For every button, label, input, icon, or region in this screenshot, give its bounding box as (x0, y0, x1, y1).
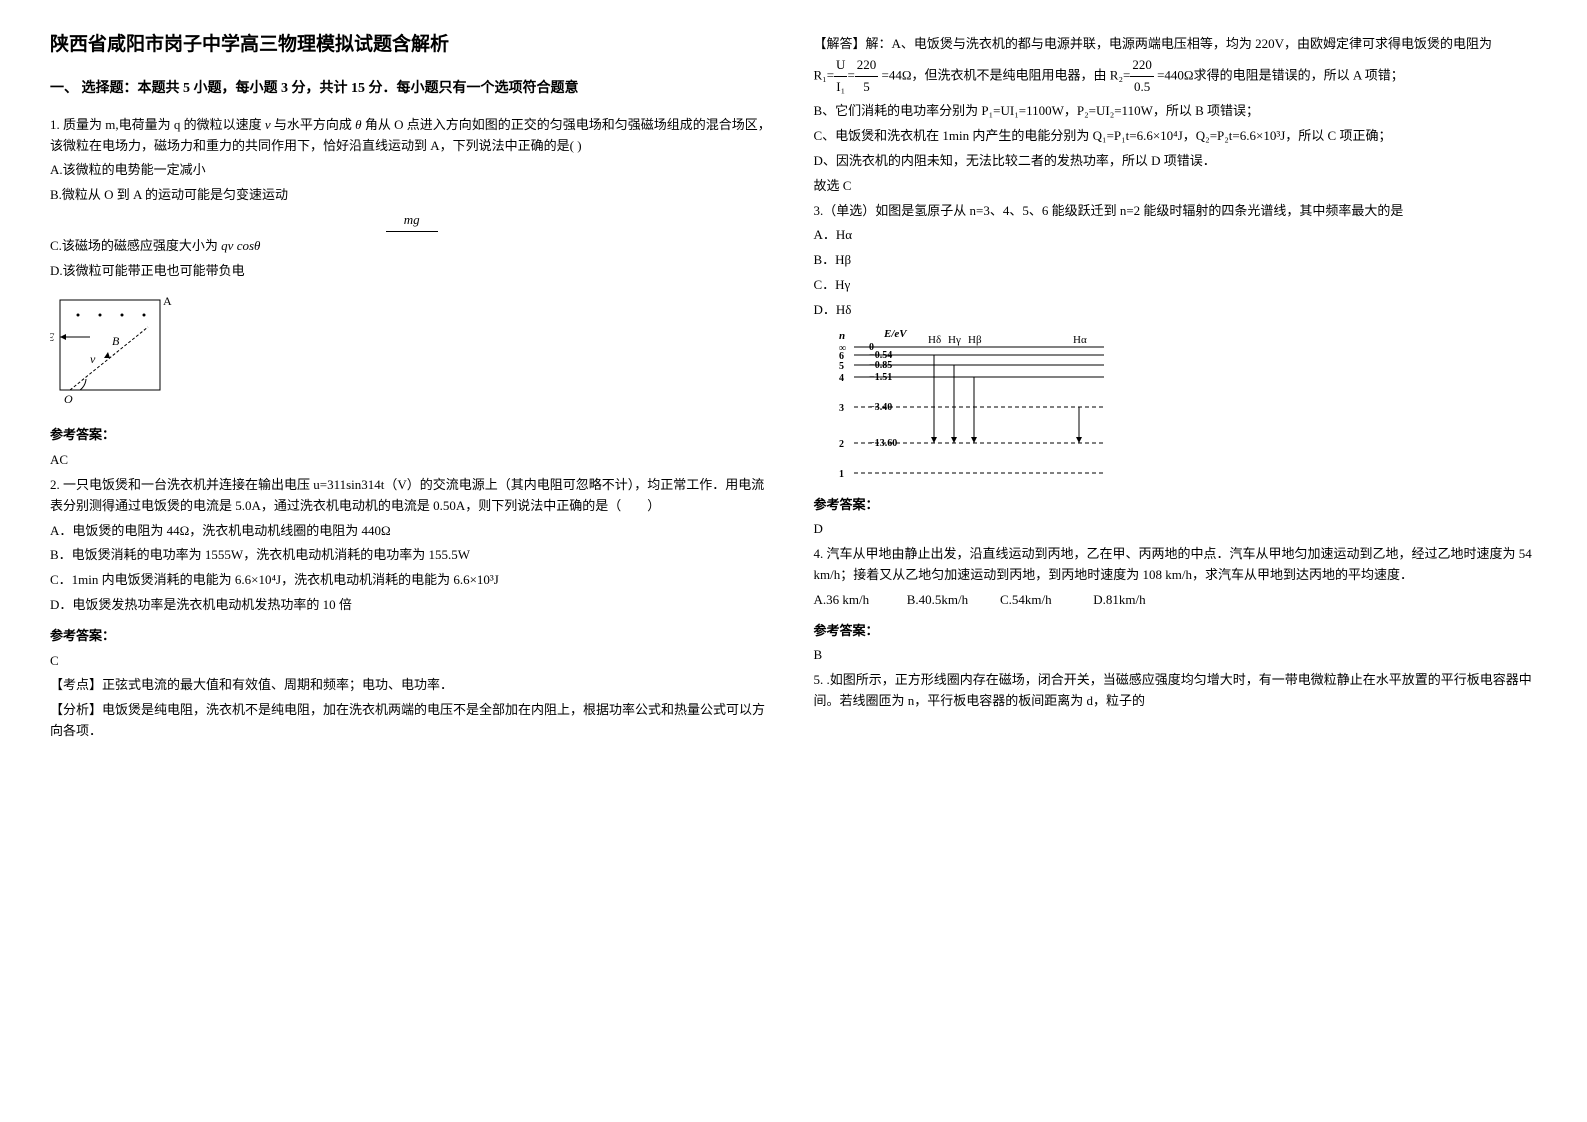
q4-optB: B.40.5km/h (907, 590, 997, 611)
a2-ans: C (50, 651, 774, 672)
question-4: 4. 汽车从甲地由静止出发，沿直线运动到丙地，乙在甲、丙两地的中点．汽车从甲地匀… (814, 544, 1538, 610)
q4-optD: D.81km/h (1093, 590, 1183, 611)
q1-text: 与水平方向成 (274, 117, 352, 132)
svg-text:n: n (839, 330, 845, 342)
svg-text:−0.85: −0.85 (869, 360, 892, 371)
q1-optD: D.该微粒可能带正电也可能带负电 (50, 261, 774, 282)
q4-optA: A.36 km/h (814, 590, 904, 611)
a2-p4: B、它们消耗的电功率分别为 P₁=UI₁=1100W，P₂=UI₂=110W，所… (814, 101, 1538, 122)
q4-optC: C.54km/h (1000, 590, 1090, 611)
question-5: 5. .如图所示，正方形线圈内存在磁场，闭合开关，当磁感应强度均匀增大时，有一带… (814, 670, 1538, 712)
page-title: 陕西省咸阳市岗子中学高三物理模拟试题含解析 (50, 30, 774, 60)
labelE: E (50, 330, 55, 344)
a4-ans: B (814, 645, 1538, 666)
labelO: O (64, 392, 73, 406)
a2-p7: 故选 C (814, 176, 1538, 197)
q2-stem: 2. 一只电饭煲和一台洗衣机并连接在输出电压 u=311sin314t（V）的交… (50, 475, 774, 517)
q2-optB: B．电饭煲消耗的电功率为 1555W，洗衣机电动机消耗的电功率为 155.5W (50, 545, 774, 566)
a3-ans: D (814, 519, 1538, 540)
q2-optD: D．电饭煲发热功率是洗衣机电动机发热功率的 10 倍 (50, 595, 774, 616)
q3-optB: B．Hβ (814, 250, 1538, 271)
svg-text:Hα: Hα (1073, 334, 1087, 346)
svg-text:4: 4 (839, 373, 844, 384)
r1-formula: R₁=UI₁=2205 (814, 55, 879, 98)
section-heading: 一、 选择题：本题共 5 小题，每小题 3 分，共计 15 分．每小题只有一个选… (50, 78, 774, 100)
q1-text: 1. 质量为 m,电荷量为 q 的微粒以速度 (50, 117, 262, 132)
q1-optA: A.该微粒的电势能一定减小 (50, 160, 774, 181)
answer-label: 参考答案： (814, 495, 1538, 516)
q1-diagram: A B E v O (50, 285, 180, 415)
svg-text:Hβ: Hβ (968, 334, 982, 346)
q3-stem: 3.（单选）如图是氢原子从 n=3、4、5、6 能级跃迁到 n=2 能级时辐射的… (814, 201, 1538, 222)
labelV: v (90, 352, 96, 366)
svg-text:Hγ: Hγ (948, 334, 961, 346)
answer-label: 参考答案： (50, 425, 774, 446)
q1-optC: C.该磁场的磁感应强度大小为 (50, 238, 218, 253)
a2-p3c: =440Ω求得的电阻是错误的，所以 A 项错； (1157, 67, 1404, 82)
a2-p6: D、因洗衣机的内阻未知，无法比较二者的发热功率，所以 D 项错误． (814, 151, 1538, 172)
a2-p3a: 【解答】解：A、电饭煲与洗衣机的都与电源并联，电源两端电压相等，均为 220V，… (814, 36, 1493, 51)
theta-symbol: θ (355, 117, 361, 132)
q3-optD: D．Hδ (814, 300, 1538, 321)
a2-p2: 【分析】电饭煲是纯电阻，洗衣机不是纯电阻，加在洗衣机两端的电压不是全部加在内阻上… (50, 700, 774, 742)
a2-p3b: =44Ω，但洗衣机不是纯电阻用电器，由 (882, 67, 1107, 82)
svg-text:Hδ: Hδ (928, 334, 941, 346)
svg-text:2: 2 (839, 439, 844, 450)
svg-text:−1.51: −1.51 (869, 372, 892, 383)
question-2: 2. 一只电饭煲和一台洗衣机并连接在输出电压 u=311sin314t（V）的交… (50, 475, 774, 616)
svg-text:−3.40: −3.40 (869, 402, 892, 413)
mg-formula: mg (404, 212, 420, 227)
answer-label: 参考答案： (814, 621, 1538, 642)
a1-text: AC (50, 450, 774, 471)
question-3: 3.（单选）如图是氢原子从 n=3、4、5、6 能级跃迁到 n=2 能级时辐射的… (814, 201, 1538, 485)
svg-text:−13.60: −13.60 (869, 438, 897, 449)
q2-optC: C．1min 内电饭煲消耗的电能为 6.6×10⁴J，洗衣机电动机消耗的电能为 … (50, 570, 774, 591)
svg-text:1: 1 (839, 469, 844, 480)
q2-optA: A．电饭煲的电阻为 44Ω，洗衣机电动机线圈的电阻为 440Ω (50, 521, 774, 542)
a2-p5: C、电饭煲和洗衣机在 1min 内产生的电能分别为 Q₁=P₁t=6.6×10⁴… (814, 126, 1538, 147)
qvcos-formula: qv cosθ (221, 238, 260, 253)
v-symbol: v (265, 117, 271, 132)
q3-optC: C．Hγ (814, 275, 1538, 296)
labelA: A (163, 294, 172, 308)
r2-formula: R₂=2200.5 (1110, 55, 1154, 98)
q1-optB: B.微粒从 O 到 A 的运动可能是匀变速运动 (50, 185, 774, 206)
answer-label: 参考答案： (50, 626, 774, 647)
question-1: 1. 质量为 m,电荷量为 q 的微粒以速度 v 与水平方向成 θ 角从 O 点… (50, 115, 774, 416)
q3-optA: A．Hα (814, 225, 1538, 246)
q3-diagram: E/eVn∞06−0.545−0.854−1.513−3.402−13.601H… (814, 325, 1114, 485)
svg-text:5: 5 (839, 361, 844, 372)
q4-stem: 4. 汽车从甲地由静止出发，沿直线运动到丙地，乙在甲、丙两地的中点．汽车从甲地匀… (814, 544, 1538, 586)
labelB: B (112, 334, 120, 348)
svg-text:E/eV: E/eV (883, 328, 908, 340)
svg-text:3: 3 (839, 403, 844, 414)
q5-stem: 5. .如图所示，正方形线圈内存在磁场，闭合开关，当磁感应强度均匀增大时，有一带… (814, 670, 1538, 712)
a2-p1: 【考点】正弦式电流的最大值和有效值、周期和频率；电功、电功率． (50, 675, 774, 696)
